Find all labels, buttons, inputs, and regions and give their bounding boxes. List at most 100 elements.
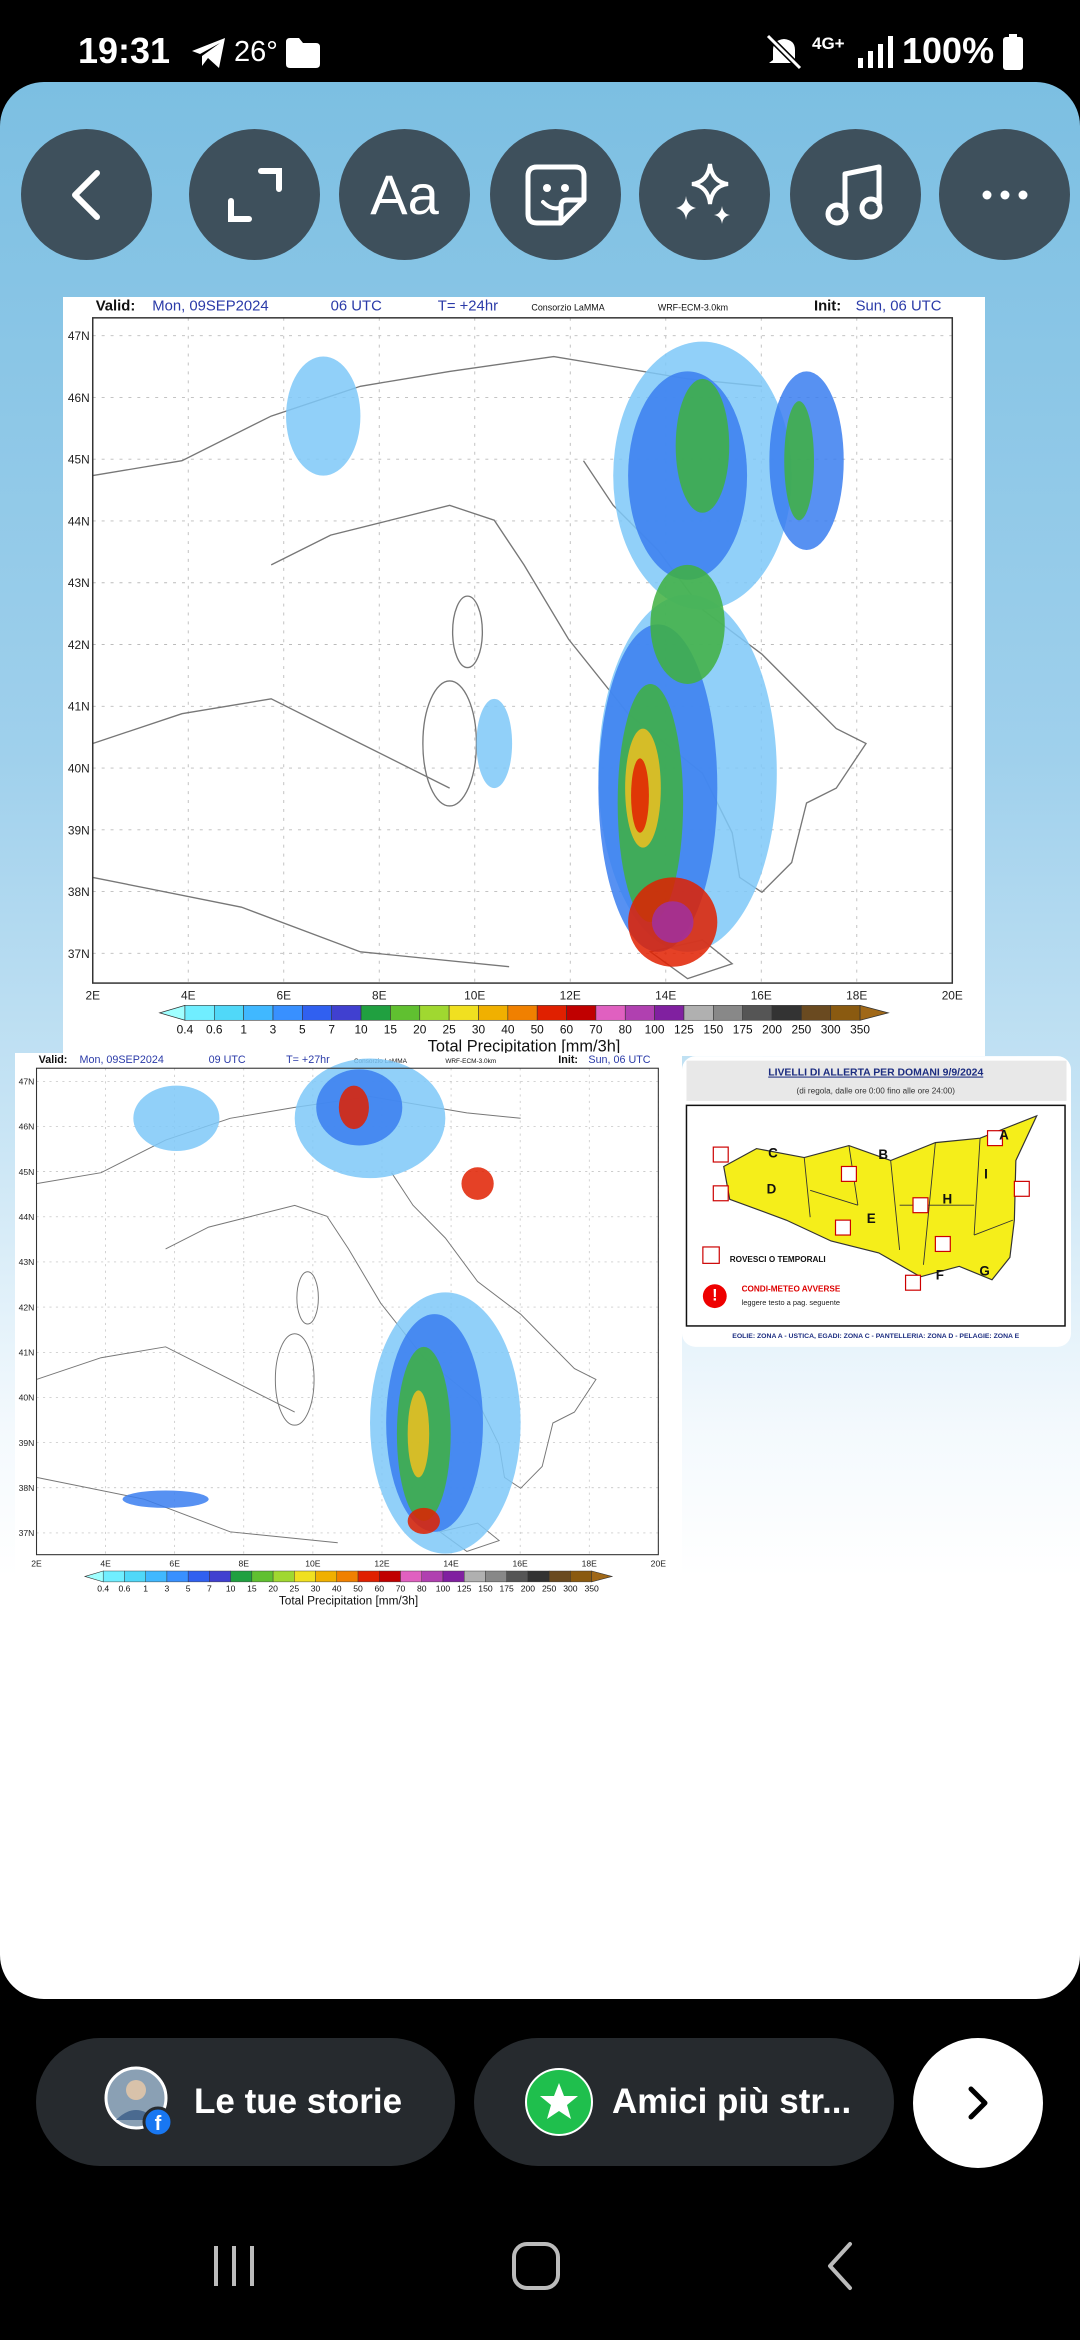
sticker-button[interactable] bbox=[490, 129, 621, 260]
back-button[interactable] bbox=[21, 129, 152, 260]
colorbar-segment bbox=[213, 1005, 244, 1021]
coastline bbox=[36, 1096, 597, 1552]
lon-label: 6E bbox=[276, 988, 291, 1002]
colorbar-segment bbox=[187, 1570, 210, 1583]
colorbar-label: 0.4 bbox=[177, 1023, 194, 1037]
effects-button[interactable] bbox=[639, 129, 770, 260]
colorbar-label: 7 bbox=[328, 1023, 335, 1037]
colorbar-label: 0.4 bbox=[97, 1584, 109, 1594]
precipitation-area bbox=[407, 1390, 430, 1478]
network-type: 4G+ bbox=[812, 34, 845, 53]
colorbar-segment bbox=[448, 1005, 479, 1021]
colorbar-label: 250 bbox=[791, 1023, 811, 1037]
folder-icon bbox=[286, 38, 320, 68]
text-button[interactable]: Aa bbox=[339, 129, 470, 260]
colorbar-segment bbox=[485, 1570, 507, 1583]
more-button[interactable] bbox=[939, 129, 1070, 260]
colorbar-segment bbox=[379, 1570, 401, 1583]
storm-icon bbox=[1013, 1180, 1030, 1197]
lon-label: 20E bbox=[651, 1559, 667, 1569]
colorbar-segment bbox=[184, 1005, 215, 1021]
lat-label: 40N bbox=[68, 761, 90, 775]
colorbar-segment bbox=[507, 1005, 538, 1021]
lat-label: 42N bbox=[19, 1302, 35, 1312]
colorbar-label: 30 bbox=[472, 1023, 486, 1037]
share-next-button[interactable] bbox=[913, 2038, 1043, 2168]
lon-label: 14E bbox=[655, 988, 676, 1002]
map-header-model: WRF-ECM-3.0km bbox=[658, 302, 728, 312]
precipitation-area bbox=[650, 564, 725, 684]
storm-icon bbox=[912, 1197, 929, 1214]
colorbar-segment bbox=[654, 1005, 685, 1021]
lon-label: 14E bbox=[443, 1559, 459, 1569]
colorbar-segment bbox=[478, 1005, 509, 1021]
colorbar-label: 80 bbox=[417, 1584, 427, 1594]
recents-button[interactable] bbox=[210, 2242, 260, 2290]
colorbar-label: 1 bbox=[240, 1023, 247, 1037]
colorbar-label: 175 bbox=[500, 1584, 515, 1594]
alert-card: LIVELLI DI ALLERTA PER DOMANI 9/9/2024 (… bbox=[682, 1056, 1071, 1347]
colorbar-label: 20 bbox=[268, 1584, 278, 1594]
precipitation-area bbox=[122, 1490, 209, 1508]
warning-icon bbox=[702, 1284, 727, 1309]
colorbar-segment bbox=[103, 1570, 125, 1583]
close-friends-icon bbox=[525, 2068, 593, 2136]
resize-icon bbox=[227, 167, 282, 222]
zone-label: A bbox=[999, 1128, 1009, 1143]
precipitation-area bbox=[651, 901, 694, 943]
colorbar-label: 5 bbox=[299, 1023, 306, 1037]
colorbar-label: 175 bbox=[733, 1023, 753, 1037]
colorbar-label: 40 bbox=[332, 1584, 342, 1594]
lat-label: 45N bbox=[68, 453, 90, 467]
battery-icon bbox=[1003, 34, 1023, 70]
colorbar-segment bbox=[294, 1570, 316, 1583]
map-background bbox=[63, 297, 985, 1056]
resize-button[interactable] bbox=[189, 129, 320, 260]
lon-label: 16E bbox=[751, 988, 772, 1002]
colorbar-segment bbox=[548, 1570, 571, 1583]
colorbar-segment bbox=[830, 1005, 861, 1021]
zone-label: G bbox=[979, 1263, 989, 1278]
lon-label: 20E bbox=[942, 988, 963, 1002]
colorbar-segment bbox=[400, 1570, 422, 1583]
colorbar-label: 125 bbox=[457, 1584, 472, 1594]
colorbar-segment bbox=[713, 1005, 743, 1021]
zone-label: F bbox=[936, 1268, 944, 1283]
map-header-model: WRF-ECM-3.0km bbox=[445, 1058, 496, 1065]
telegram-icon bbox=[192, 38, 225, 68]
system-back-button[interactable] bbox=[822, 2240, 858, 2292]
colorbar-label: 200 bbox=[521, 1584, 536, 1594]
lat-label: 46N bbox=[19, 1122, 35, 1132]
header-band bbox=[686, 1060, 1067, 1101]
zone-label: B bbox=[878, 1147, 888, 1162]
lon-label: 10E bbox=[464, 988, 485, 1002]
lat-label: 45N bbox=[19, 1167, 35, 1177]
colorbar-label: 40 bbox=[501, 1023, 515, 1037]
colorbar-end bbox=[591, 1570, 614, 1583]
warning-mark: ! bbox=[712, 1287, 717, 1305]
lat-label: 44N bbox=[19, 1212, 35, 1222]
colorbar-segment bbox=[464, 1570, 486, 1583]
lon-label: 12E bbox=[374, 1559, 390, 1569]
lat-label: 39N bbox=[19, 1438, 35, 1448]
storm-icon bbox=[712, 1185, 729, 1202]
plot-frame bbox=[35, 1067, 659, 1556]
your-stories-button[interactable]: f Le tue storie bbox=[36, 2038, 455, 2166]
more-icon bbox=[982, 190, 1027, 199]
storm-icon bbox=[934, 1235, 951, 1253]
map-header-init-label: Init: bbox=[814, 298, 841, 314]
map-header-valid-hour: 06 UTC bbox=[331, 298, 382, 314]
storm-icon bbox=[986, 1130, 1004, 1147]
precipitation-area bbox=[631, 758, 649, 833]
colorbar-segment bbox=[357, 1570, 380, 1583]
colorbar-segment bbox=[442, 1570, 465, 1583]
map-header-init-date: Sun, 06 UTC bbox=[856, 298, 942, 314]
music-button[interactable] bbox=[790, 129, 921, 260]
temperature: 26° bbox=[234, 36, 278, 68]
colorbar-segment bbox=[390, 1005, 421, 1021]
corsica bbox=[296, 1271, 319, 1325]
home-button[interactable] bbox=[510, 2240, 562, 2292]
colorbar-segment bbox=[624, 1005, 655, 1021]
lat-label: 38N bbox=[68, 885, 90, 899]
close-friends-button[interactable]: Amici più str... bbox=[474, 2038, 894, 2166]
